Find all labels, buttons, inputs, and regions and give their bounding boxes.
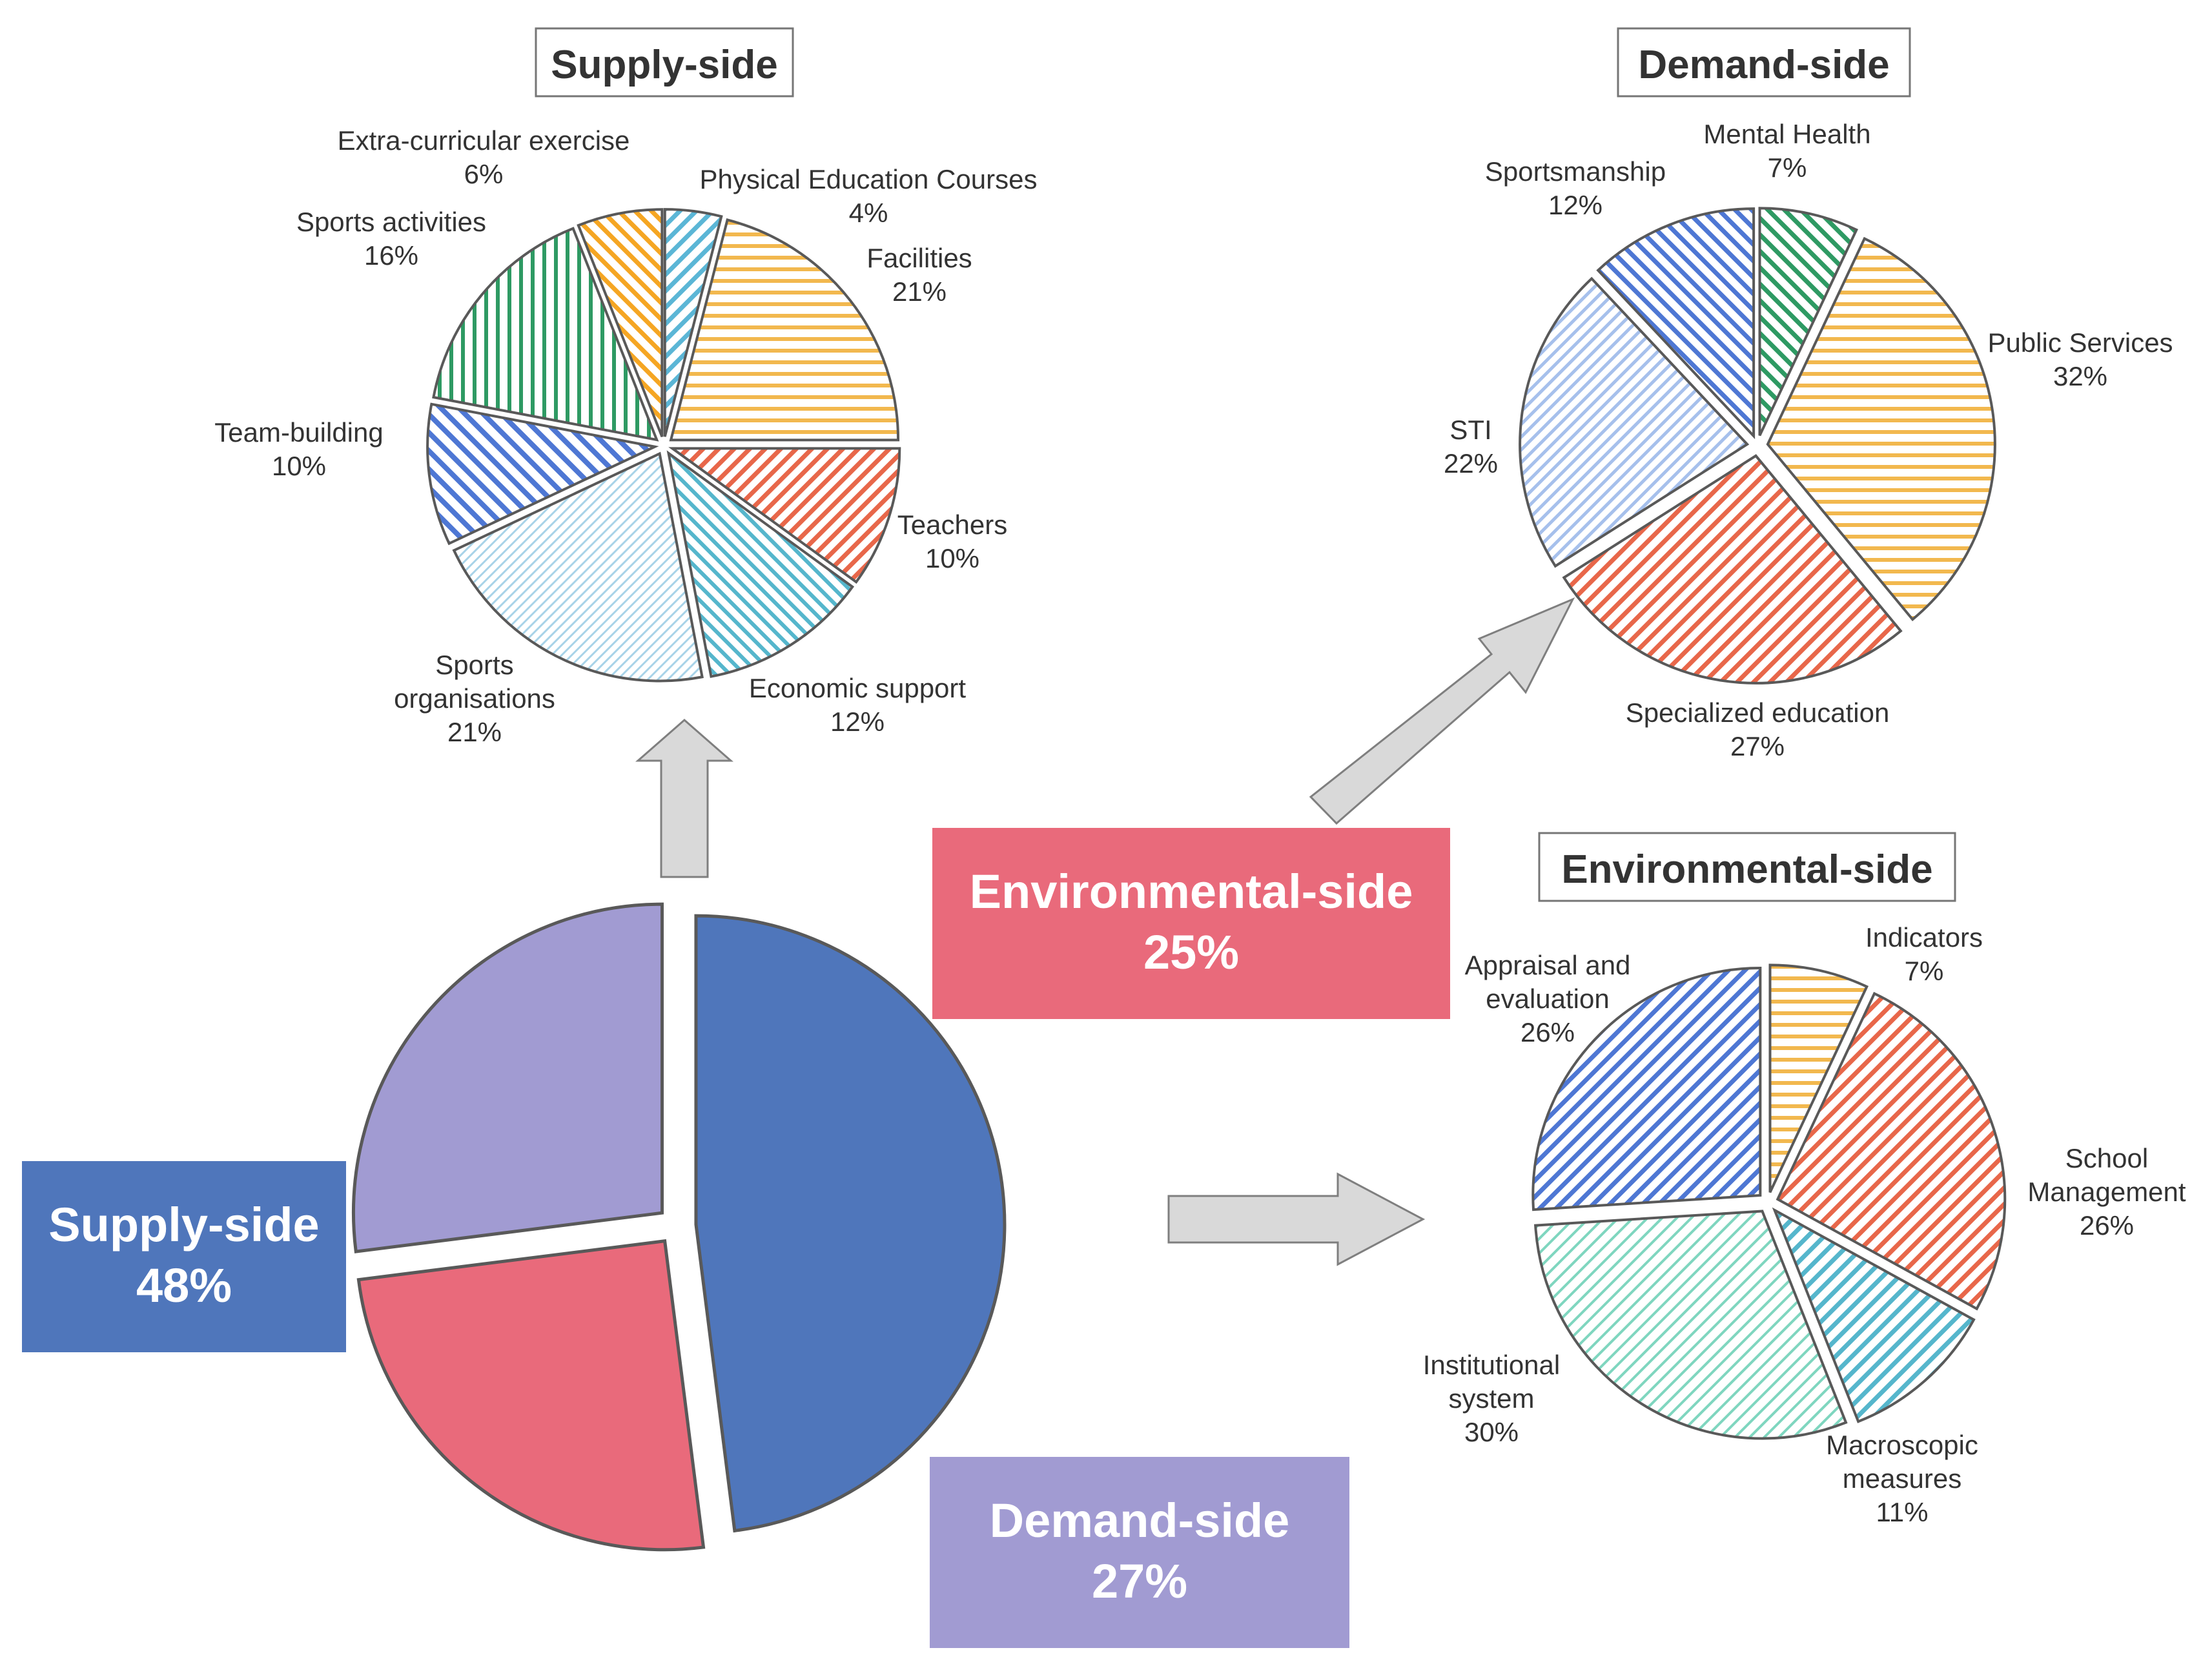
environmental-side-label: Environmental-side	[970, 865, 1413, 918]
demand-label-mental-health: Mental Health 7%	[1703, 119, 1870, 183]
demand-slice-specialized-education	[1562, 454, 1903, 685]
environmental-side-pie: Indicators 7% School Management 26% Macroscop…	[1423, 922, 2186, 1527]
supply-label-teachers: Teachers 10%	[897, 510, 1007, 573]
demand-label-specialized-education: Specialized education 27%	[1626, 697, 1890, 761]
overall-pie	[352, 902, 1007, 1552]
demand-title-box	[1617, 27, 1911, 98]
supply-label-economic-support: Economic support 12%	[749, 673, 966, 737]
overall-slice-demand-side	[352, 902, 664, 1253]
supply-slice-facilities	[669, 218, 900, 442]
supply-side-pie: Physical Education Courses 4% Facilities 21…	[214, 125, 1037, 747]
supply-label-sports-activities: Sports activities 16%	[296, 207, 486, 271]
demand-slice-mental-health	[1758, 207, 1859, 437]
demand-side-pie: Mental Health 7% Public Services 32% Special…	[1444, 119, 2173, 761]
supply-slice-team-building	[426, 402, 659, 546]
environmental-side-label-box	[932, 828, 1450, 1019]
supply-side-title: Supply-side	[551, 43, 777, 87]
supply-slice-sports-activities	[432, 227, 659, 442]
supply-label-team-building: Team-building 10%	[214, 417, 383, 481]
supply-label-sports-organisations: Sports organisations 21%	[394, 650, 555, 747]
environmental-side-percent: 25%	[1143, 925, 1239, 979]
arrow-to-environmental	[1167, 1172, 1426, 1266]
supply-slice-sports-organisations	[452, 451, 704, 683]
supply-slice-extra-curricular-exercise	[577, 208, 664, 437]
env-label-appraisal-and-evaluation: Appraisal and evaluation 26%	[1465, 950, 1631, 1047]
demand-side-label: Demand-side	[990, 1494, 1290, 1547]
env-slice-appraisal-and-evaluation	[1531, 967, 1762, 1211]
demand-slice-public-services	[1766, 236, 1996, 622]
env-slice-institutional-system	[1533, 1210, 1848, 1440]
supply-side-label-box	[22, 1161, 346, 1352]
overall-slice-supply-side	[694, 914, 1007, 1533]
supply-slice-physical-education-courses	[663, 208, 723, 437]
arrow-up-to-supply	[635, 719, 733, 878]
supply-label-facilities: Facilities 21%	[866, 243, 972, 307]
env-slice-indicators	[1768, 963, 1869, 1193]
env-label-institutional-system: Institutional system 30%	[1423, 1350, 1560, 1447]
env-label-macroscopic-measures: Macroscopic measures 11%	[1826, 1430, 1978, 1527]
env-slice-school-management	[1776, 991, 2007, 1311]
environmental-side-title: Environmental-side	[1561, 847, 1932, 892]
demand-side-percent: 27%	[1092, 1554, 1187, 1608]
demand-side-label-box	[930, 1457, 1349, 1648]
environmental-title-box	[1538, 832, 1956, 902]
demand-slice-sti	[1519, 276, 1750, 568]
env-slice-macroscopic-measures	[1772, 1207, 1976, 1423]
overall-slice-environmental-side	[356, 1239, 706, 1552]
arrow-to-demand	[1309, 597, 1575, 825]
supply-side-label: Supply-side	[48, 1198, 319, 1252]
supply-slice-economic-support	[666, 450, 855, 678]
demand-label-sti: STI 22%	[1444, 415, 1498, 479]
demand-slice-sportsmanship	[1596, 207, 1756, 440]
supply-title-box	[535, 27, 794, 98]
env-label-indicators: Indicators 7%	[1865, 922, 1983, 986]
demand-side-title: Demand-side	[1638, 43, 1889, 87]
demand-label-sportsmanship: Sportsmanship 12%	[1485, 156, 1666, 220]
demand-label-public-services: Public Services 32%	[1987, 327, 2173, 391]
supply-side-percent: 48%	[136, 1259, 232, 1312]
supply-label-physical-education-courses: Physical Education Courses 4%	[700, 164, 1038, 228]
supply-label-extra-curricular-exercise: Extra-curricular exercise 6%	[338, 125, 630, 189]
supply-slice-teachers	[668, 447, 901, 584]
env-label-school-management: School Management 26%	[2027, 1143, 2186, 1241]
